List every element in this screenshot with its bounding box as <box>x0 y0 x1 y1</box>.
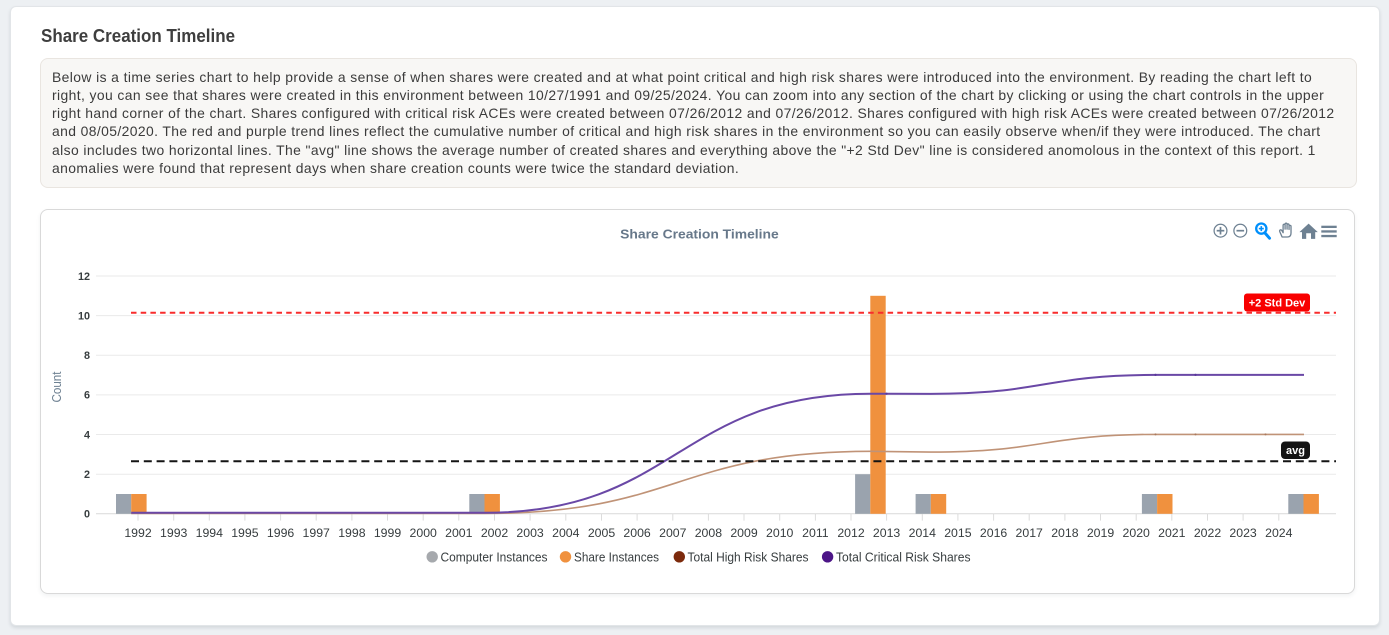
svg-text:Computer Instances: Computer Instances <box>441 549 548 564</box>
svg-text:1994: 1994 <box>196 526 224 540</box>
svg-text:2012: 2012 <box>837 526 865 540</box>
svg-text:2019: 2019 <box>1087 526 1115 540</box>
svg-text:2001: 2001 <box>445 526 473 540</box>
svg-text:2005: 2005 <box>588 526 616 540</box>
svg-text:10: 10 <box>78 310 90 322</box>
svg-text:2014: 2014 <box>909 526 937 540</box>
svg-text:2006: 2006 <box>623 526 651 540</box>
svg-text:1992: 1992 <box>124 526 152 540</box>
svg-text:2000: 2000 <box>410 526 438 540</box>
svg-text:+2 Std Dev: +2 Std Dev <box>1249 298 1306 310</box>
svg-text:1993: 1993 <box>160 526 188 540</box>
svg-text:8: 8 <box>84 350 90 362</box>
svg-text:4: 4 <box>84 429 90 441</box>
svg-text:1999: 1999 <box>374 526 402 540</box>
svg-text:2004: 2004 <box>552 526 580 540</box>
svg-text:2009: 2009 <box>730 526 758 540</box>
svg-text:Count: Count <box>50 371 64 402</box>
svg-text:6: 6 <box>84 390 90 402</box>
svg-text:2016: 2016 <box>980 526 1008 540</box>
svg-text:Total High Risk Shares: Total High Risk Shares <box>688 549 809 564</box>
svg-text:2010: 2010 <box>766 526 794 540</box>
svg-text:2018: 2018 <box>1051 526 1079 540</box>
svg-text:2007: 2007 <box>659 526 687 540</box>
svg-text:2024: 2024 <box>1265 526 1293 540</box>
svg-text:Total Critical Risk Shares: Total Critical Risk Shares <box>836 549 971 564</box>
svg-text:12: 12 <box>78 271 90 283</box>
svg-text:2015: 2015 <box>944 526 972 540</box>
svg-text:avg: avg <box>1286 445 1305 457</box>
svg-text:0: 0 <box>84 509 90 521</box>
svg-text:2: 2 <box>84 469 90 481</box>
svg-text:2002: 2002 <box>481 526 509 540</box>
svg-text:Share Instances: Share Instances <box>574 549 659 564</box>
svg-text:1996: 1996 <box>267 526 295 540</box>
svg-text:2021: 2021 <box>1158 526 1186 540</box>
svg-text:2013: 2013 <box>873 526 901 540</box>
svg-text:2011: 2011 <box>802 526 829 540</box>
svg-text:1997: 1997 <box>303 526 331 540</box>
svg-text:2008: 2008 <box>695 526 723 540</box>
svg-text:2023: 2023 <box>1229 526 1257 540</box>
svg-text:2020: 2020 <box>1123 526 1151 540</box>
svg-text:2022: 2022 <box>1194 526 1222 540</box>
svg-text:2017: 2017 <box>1016 526 1044 540</box>
svg-text:1995: 1995 <box>231 526 259 540</box>
svg-text:Share Creation Timeline: Share Creation Timeline <box>620 227 779 242</box>
svg-text:1998: 1998 <box>338 526 366 540</box>
svg-text:2003: 2003 <box>516 526 544 540</box>
